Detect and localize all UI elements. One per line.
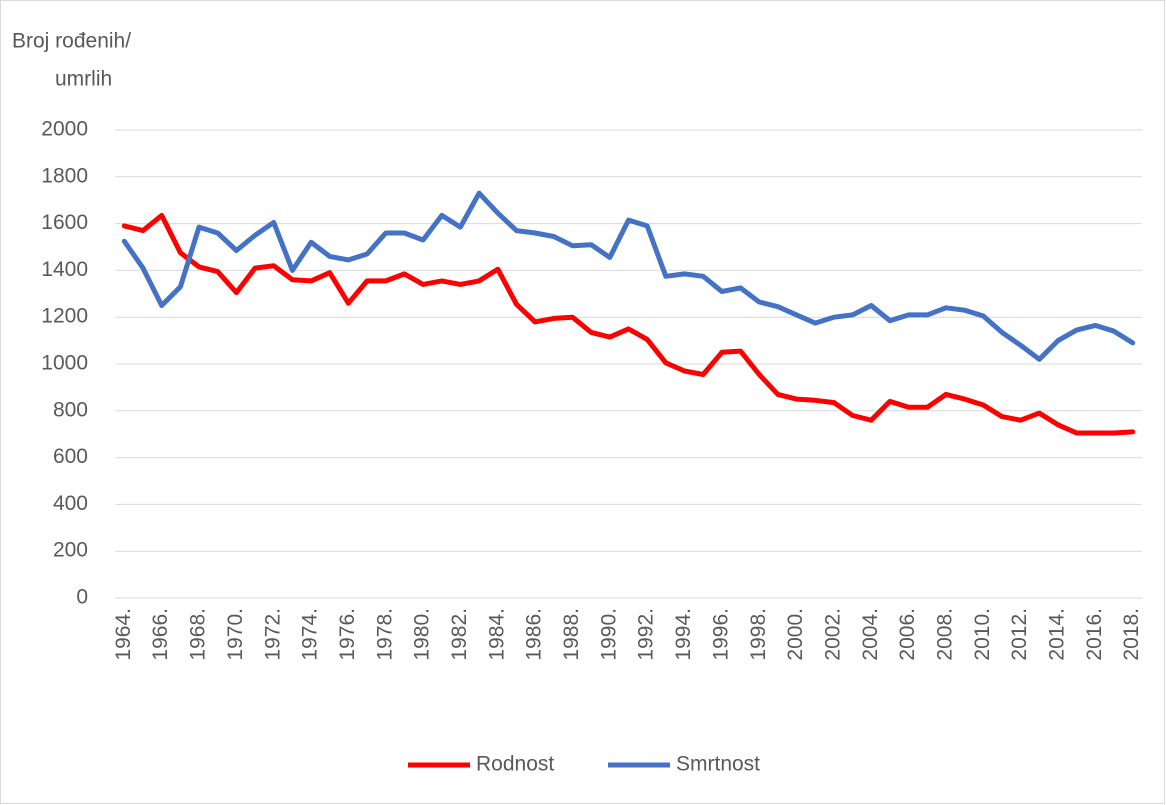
y-tick-label: 1400 xyxy=(41,258,88,281)
x-tick-label: 2002. xyxy=(821,608,844,661)
x-tick-label: 2018. xyxy=(1120,608,1143,661)
series-line xyxy=(121,190,1136,362)
legend-label: Rodnost xyxy=(476,753,554,776)
x-tick-label: 1980. xyxy=(411,608,434,661)
x-tick-label: 1968. xyxy=(187,608,210,661)
x-tick-label: 2016. xyxy=(1083,608,1106,661)
y-axis-label: Broj rođenih/ xyxy=(12,30,131,53)
x-tick-label: 1974. xyxy=(299,608,322,661)
series-line xyxy=(121,212,1136,436)
x-tick-label: 1988. xyxy=(560,608,583,661)
x-tick-label: 1982. xyxy=(448,608,471,661)
x-tick-label: 1986. xyxy=(523,608,546,661)
legend-label: Smrtnost xyxy=(676,753,760,776)
x-tick-label: 2014. xyxy=(1046,608,1069,661)
x-tick-label: 1992. xyxy=(635,608,658,661)
x-tick-label: 1978. xyxy=(373,608,396,661)
x-tick-label: 1990. xyxy=(597,608,620,661)
y-tick-label: 2000 xyxy=(41,118,88,141)
y-tick-label: 1800 xyxy=(41,164,88,187)
x-tick-label: 1984. xyxy=(485,608,508,661)
x-tick-label: 2006. xyxy=(896,608,919,661)
x-tick-label: 1966. xyxy=(149,608,172,661)
y-tick-label: 0 xyxy=(76,586,88,609)
x-tick-label: 1994. xyxy=(672,608,695,661)
x-tick-label: 1970. xyxy=(224,608,247,661)
y-axis-label: umrlih xyxy=(55,68,112,91)
x-tick-label: 2012. xyxy=(1008,608,1031,661)
y-tick-label: 1200 xyxy=(41,305,88,328)
x-tick-label: 2004. xyxy=(859,608,882,661)
y-tick-label: 1600 xyxy=(41,211,88,234)
y-tick-label: 400 xyxy=(53,492,88,515)
x-tick-label: 1976. xyxy=(336,608,359,661)
x-tick-label: 2008. xyxy=(933,608,956,661)
x-tick-label: 2010. xyxy=(971,608,994,661)
x-tick-label: 2000. xyxy=(784,608,807,661)
y-tick-label: 1000 xyxy=(41,352,88,375)
y-tick-label: 200 xyxy=(53,539,88,562)
x-tick-label: 1964. xyxy=(112,608,135,661)
x-tick-label: 1996. xyxy=(709,608,732,661)
y-tick-label: 800 xyxy=(53,398,88,421)
y-tick-label: 600 xyxy=(53,445,88,468)
x-tick-label: 1998. xyxy=(747,608,770,661)
x-tick-label: 1972. xyxy=(261,608,284,661)
